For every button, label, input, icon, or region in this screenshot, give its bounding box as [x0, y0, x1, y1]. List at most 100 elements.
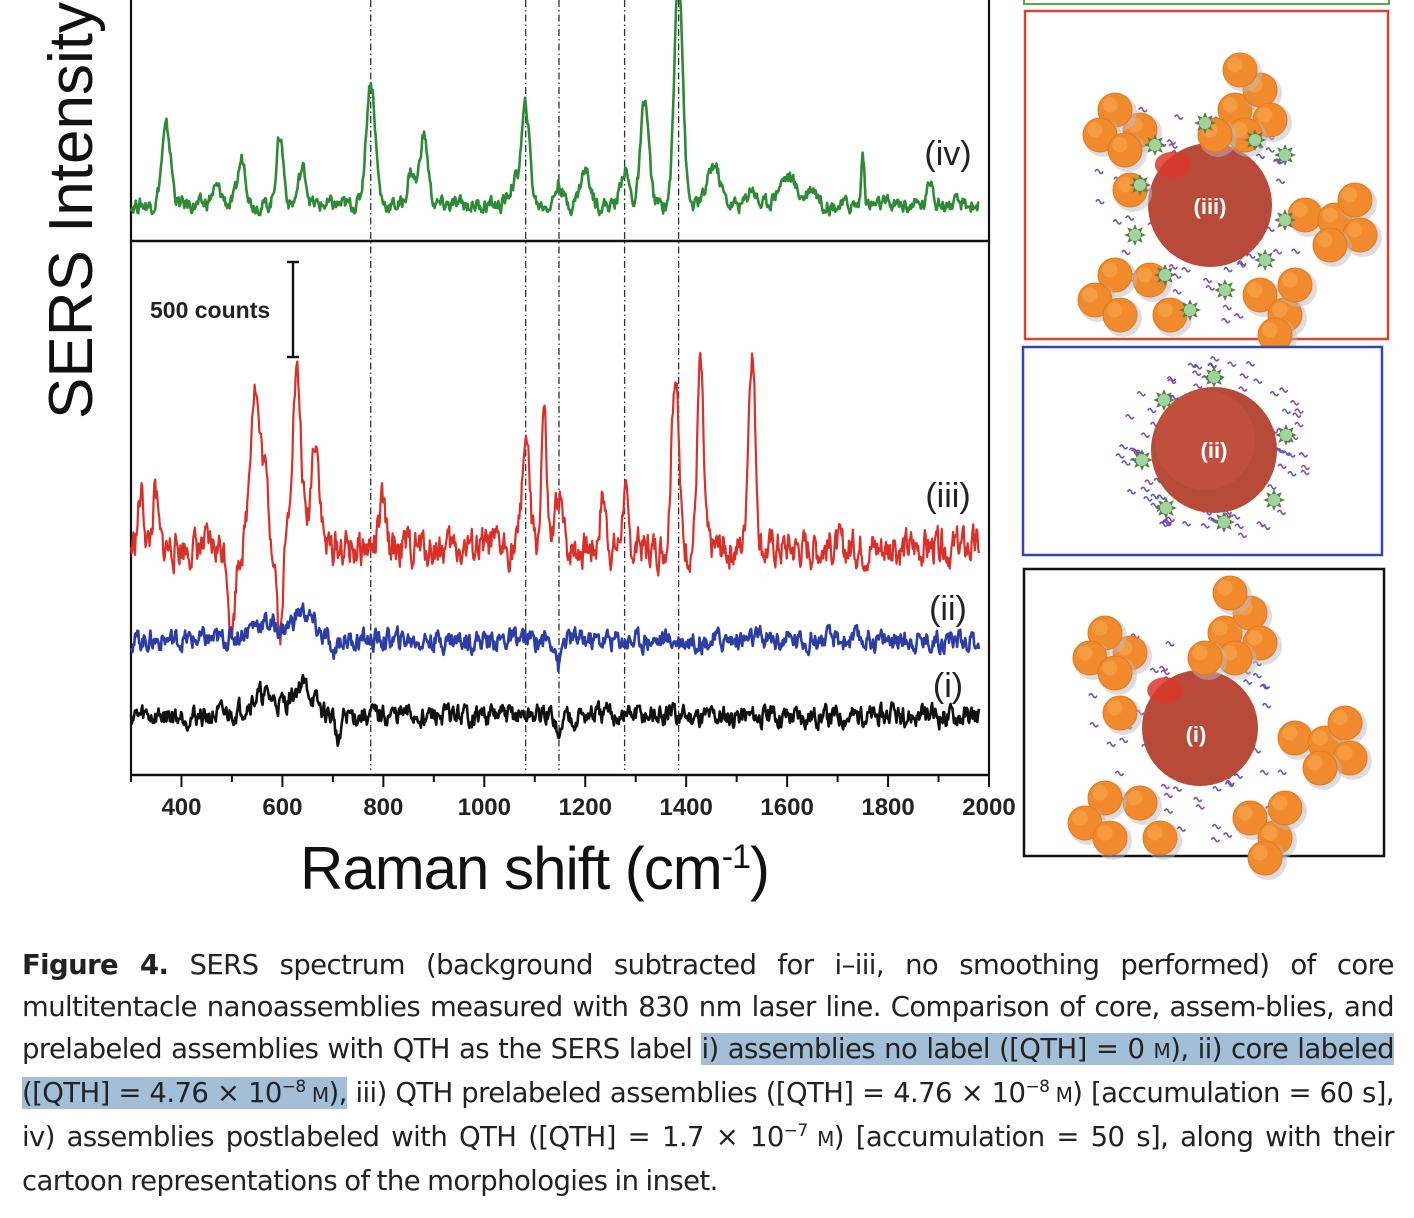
dna-linker — [1238, 386, 1248, 392]
dna-linker — [1140, 486, 1150, 493]
nanoparticle-highlight — [1082, 287, 1098, 303]
nanoparticle-highlight — [1257, 107, 1273, 123]
dna-linker — [1259, 769, 1270, 776]
insets: (iii) (ii) (i) — [1021, 0, 1390, 880]
qth-label-core — [1279, 149, 1291, 161]
qth-label-core — [1259, 254, 1271, 266]
dna-linker — [1242, 679, 1253, 685]
dna-linker — [1160, 669, 1170, 676]
spectrum-trace-i — [129, 673, 981, 748]
nanoparticle-highlight — [1192, 645, 1208, 661]
dna-linker — [1163, 792, 1174, 799]
nanoparticle-highlight — [1157, 302, 1173, 318]
dna-linker — [1224, 781, 1235, 788]
core-highlight — [1155, 390, 1255, 490]
dna-linker — [1221, 317, 1231, 324]
dna-linker — [1115, 453, 1125, 459]
nanoparticle-highlight — [1092, 785, 1108, 801]
nanoparticle-highlight — [1217, 580, 1233, 596]
core-highlight — [1154, 151, 1191, 178]
nanoparticle-highlight — [1262, 322, 1278, 338]
dna-linker — [1149, 667, 1160, 674]
dna-linker — [1158, 521, 1169, 528]
qth-label-core — [1136, 454, 1148, 466]
scale-bar: 500 counts — [150, 260, 299, 359]
nanoparticle-highlight — [1147, 825, 1163, 841]
dna-linker — [1212, 785, 1222, 792]
nanoparticle-highlight — [1112, 137, 1128, 153]
dna-linker — [1236, 262, 1247, 268]
nanoparticle-highlight — [1212, 620, 1228, 636]
dna-linker — [1294, 421, 1304, 428]
dna-linker — [1160, 783, 1171, 790]
dna-linker — [1278, 387, 1289, 393]
inset-i: (i) — [1022, 567, 1386, 880]
nanoparticle-highlight — [1107, 302, 1123, 318]
dna-linker — [1106, 741, 1116, 748]
nanoparticle-highlight — [1272, 302, 1288, 318]
dna-linker — [1222, 304, 1232, 311]
dna-linker — [1195, 804, 1205, 810]
plot-frames — [129, 0, 991, 777]
figure-caption: Figure 4. SERS spectrum (background subt… — [22, 949, 1395, 1197]
dna-linker — [1234, 313, 1244, 319]
dna-linker — [1239, 373, 1249, 379]
trace-label: (i) — [933, 667, 963, 705]
dna-linker — [1094, 168, 1104, 175]
spectrum-trace-iv — [129, 0, 980, 217]
x-tick-label: 1600 — [760, 794, 813, 821]
nanoparticle-highlight — [1317, 232, 1333, 248]
nanoparticle-highlight — [1222, 97, 1238, 113]
reference-lines — [370, 0, 680, 770]
qth-label-core — [1159, 269, 1171, 281]
dna-linker — [1114, 770, 1125, 777]
dna-linker — [1193, 796, 1203, 803]
nanoparticle-highlight — [1102, 660, 1118, 676]
dna-linker — [1125, 215, 1135, 221]
trace-labels: (iv) (iii) (ii) (i) — [924, 135, 971, 705]
dna-linker — [1165, 516, 1176, 523]
dna-linker — [1292, 412, 1302, 418]
dna-linker — [1233, 773, 1244, 779]
dna-linker — [1181, 266, 1191, 273]
qth-label-core — [1158, 394, 1170, 406]
dna-linker — [1277, 463, 1287, 470]
nanoparticle-highlight — [1087, 122, 1103, 138]
dna-linker — [1193, 383, 1203, 389]
nanoparticle-highlight — [1272, 795, 1288, 811]
nanoparticle-highlight — [1097, 825, 1113, 841]
dna-linker — [1192, 370, 1202, 377]
dna-linker — [1158, 665, 1169, 672]
x-axis-label: Raman shift (cm-1) — [300, 835, 770, 902]
dna-linker — [1290, 248, 1301, 255]
dna-linker — [1287, 470, 1297, 477]
spectrum-chart: 400 600 800 1000 1200 1400 1600 1800 2000 (iv)(i… — [129, 0, 1390, 880]
dna-linker — [1166, 139, 1177, 145]
dna-linker — [1121, 460, 1131, 466]
dna-linker — [1265, 147, 1275, 153]
qth-label-core — [1129, 229, 1141, 241]
dna-linker — [1173, 114, 1184, 120]
x-tick-label: 1000 — [458, 794, 511, 821]
nanoparticle-highlight — [1107, 700, 1123, 716]
dna-linker — [1202, 277, 1213, 284]
nanoparticle-highlight — [1102, 97, 1118, 113]
qth-label-core — [1218, 516, 1230, 528]
dna-linker — [1252, 672, 1262, 679]
trace-label: (iii) — [925, 477, 970, 515]
nanoparticle-highlight — [1227, 57, 1243, 73]
dna-linker — [1267, 484, 1277, 490]
dna-linker — [1286, 452, 1296, 458]
dna-linker — [1227, 361, 1237, 367]
dna-linker — [1294, 408, 1304, 414]
dna-linker — [1246, 253, 1256, 259]
dna-linker — [1089, 721, 1099, 728]
dna-linker — [1260, 683, 1271, 690]
trace-label: (iv) — [924, 135, 971, 173]
x-tick-label: 1200 — [559, 794, 612, 821]
dna-linker — [1277, 769, 1287, 776]
dna-linker — [1200, 523, 1211, 529]
core-highlight — [1147, 677, 1184, 704]
x-tick-label: 1800 — [861, 794, 914, 821]
dna-linker — [1281, 450, 1292, 457]
